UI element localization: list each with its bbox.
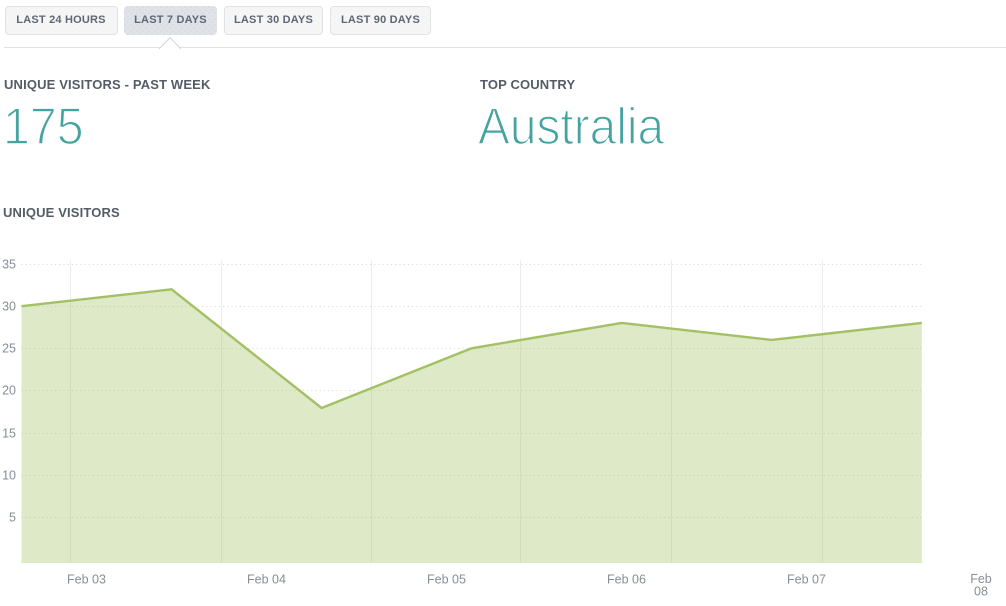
svg-text:15: 15 [2, 427, 16, 441]
svg-text:Feb 03: Feb 03 [67, 573, 106, 587]
svg-text:25: 25 [2, 342, 16, 356]
svg-text:5: 5 [9, 511, 16, 525]
svg-text:20: 20 [2, 384, 16, 398]
svg-text:08: 08 [974, 585, 988, 599]
svg-text:Feb 05: Feb 05 [427, 573, 466, 587]
svg-text:Feb 07: Feb 07 [787, 573, 826, 587]
svg-text:30: 30 [2, 300, 16, 314]
svg-text:10: 10 [2, 469, 16, 483]
svg-text:Feb 06: Feb 06 [607, 573, 646, 587]
svg-text:35: 35 [2, 258, 16, 272]
svg-text:Feb 04: Feb 04 [247, 573, 286, 587]
svg-text:Feb: Feb [970, 572, 992, 586]
